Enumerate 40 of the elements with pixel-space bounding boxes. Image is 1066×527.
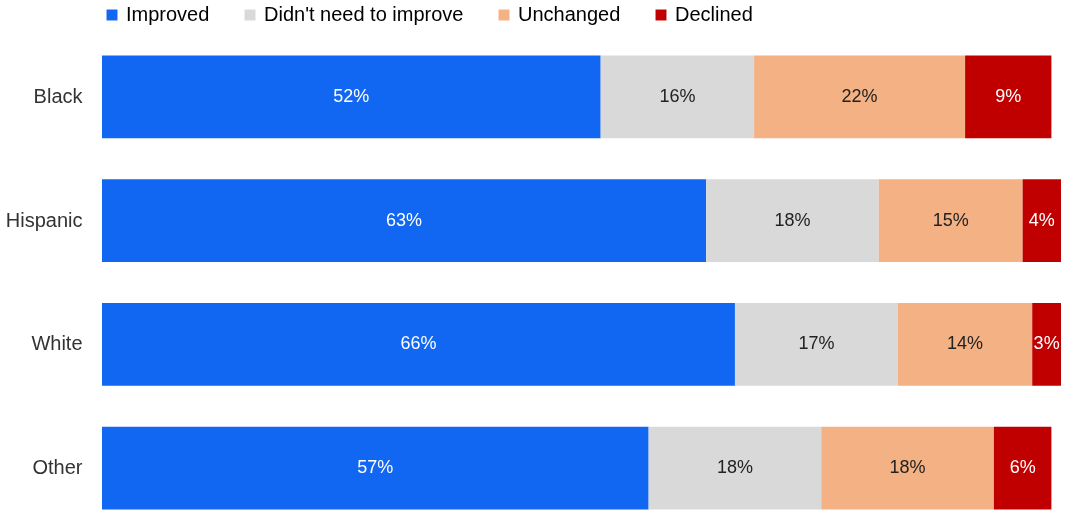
data-label: 57% — [357, 457, 394, 478]
bar — [648, 426, 822, 510]
bar — [102, 55, 601, 139]
data-label: 9% — [995, 85, 1022, 106]
bar — [754, 55, 966, 139]
bar — [878, 179, 1023, 263]
bar — [706, 179, 879, 263]
data-label: 18% — [774, 209, 811, 230]
y-tick-label: Hispanic — [5, 208, 83, 231]
data-label: 16% — [659, 85, 696, 106]
data-label: 17% — [798, 333, 835, 354]
data-label: 6% — [1009, 457, 1036, 478]
data-label: 18% — [889, 457, 926, 478]
y-tick-label: Other — [32, 456, 83, 479]
data-label: 52% — [333, 85, 370, 106]
y-tick-label: Black — [33, 84, 84, 107]
bar — [821, 426, 994, 510]
data-label: 66% — [400, 333, 437, 354]
data-label: 63% — [386, 209, 423, 230]
legend-label: Improved — [126, 3, 210, 25]
y-tick-label: White — [31, 332, 83, 355]
legend-label: Declined — [675, 3, 753, 25]
bar — [965, 55, 1052, 139]
bar — [102, 179, 707, 263]
data-label: 15% — [932, 209, 969, 230]
bar — [102, 426, 649, 510]
bar — [897, 302, 1033, 386]
legend-label: Didn't need to improve — [264, 3, 464, 25]
data-label: 4% — [1028, 209, 1055, 230]
legend-label: Unchanged — [518, 3, 621, 25]
data-label: 14% — [947, 333, 984, 354]
data-label: 22% — [841, 85, 878, 106]
bar — [1022, 179, 1061, 263]
bar — [1032, 302, 1061, 386]
bar — [600, 55, 755, 139]
bar — [734, 302, 898, 386]
bar — [993, 426, 1052, 510]
data-label: 3% — [1033, 333, 1060, 354]
bar — [102, 302, 735, 386]
data-label: 18% — [716, 457, 753, 478]
